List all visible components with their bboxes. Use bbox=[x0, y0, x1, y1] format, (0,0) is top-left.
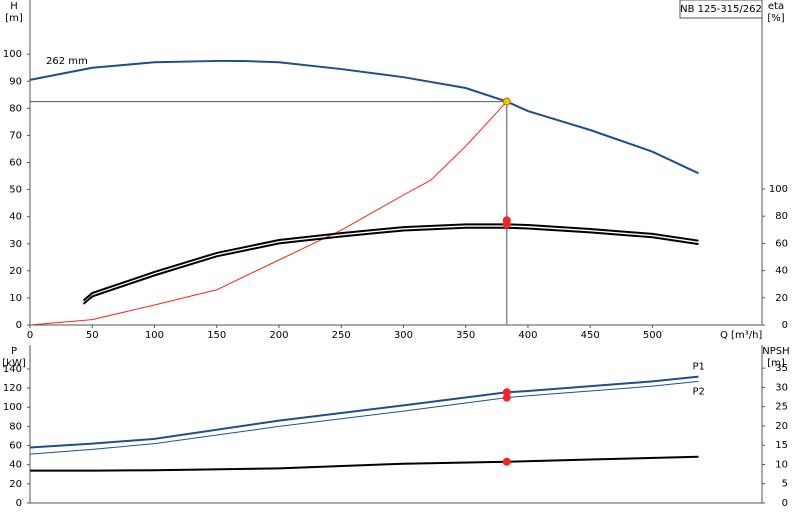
x-tick-label: 150 bbox=[207, 330, 226, 341]
y2-tick-label: 15 bbox=[775, 440, 788, 451]
y2-axis-label: NPSH bbox=[762, 346, 789, 357]
series-line bbox=[29, 101, 508, 326]
y2-tick-label: 80 bbox=[775, 211, 788, 222]
series-line bbox=[82, 226, 699, 305]
y-tick-label: 80 bbox=[9, 103, 22, 114]
y-tick-label: 100 bbox=[3, 49, 22, 60]
y2-tick-label: 20 bbox=[775, 293, 788, 304]
y2-axis-label: eta bbox=[768, 1, 784, 12]
curve-annotation: 262 mm bbox=[46, 56, 88, 67]
duty-point bbox=[502, 220, 511, 229]
x-axis-label: Q [m³/h] bbox=[720, 330, 762, 341]
x-tick-label: 400 bbox=[518, 330, 537, 341]
series-line bbox=[30, 455, 699, 472]
series-line bbox=[29, 375, 699, 449]
x-tick-label: 50 bbox=[86, 330, 99, 341]
y-tick-label: 60 bbox=[9, 158, 22, 169]
y-tick-label: 60 bbox=[9, 441, 22, 452]
series-label: P2 bbox=[693, 386, 705, 397]
y-tick-label: 80 bbox=[9, 421, 22, 432]
y-axis-label: H bbox=[10, 1, 18, 12]
y-tick-label: 90 bbox=[9, 76, 22, 87]
y-tick-label: 70 bbox=[9, 130, 22, 141]
x-tick-label: 500 bbox=[643, 330, 662, 341]
y-tick-label: 120 bbox=[3, 383, 22, 394]
y-tick-label: 20 bbox=[9, 266, 22, 277]
y2-axis-label: [m] bbox=[767, 358, 785, 369]
y2-tick-label: 30 bbox=[775, 382, 788, 393]
x-tick-label: 350 bbox=[456, 330, 475, 341]
y2-tick-label: 100 bbox=[769, 184, 788, 195]
y2-tick-label: 5 bbox=[782, 479, 788, 490]
y2-tick-label: 25 bbox=[775, 402, 788, 413]
y-axis-label: P bbox=[11, 346, 17, 357]
duty-point bbox=[502, 457, 511, 466]
y2-tick-label: 60 bbox=[775, 238, 788, 249]
y2-tick-label: 20 bbox=[775, 421, 788, 432]
x-tick-label: 300 bbox=[394, 330, 413, 341]
y2-axis-label: [%] bbox=[767, 13, 784, 24]
y-tick-label: 40 bbox=[9, 460, 22, 471]
x-tick-label: 450 bbox=[581, 330, 600, 341]
y-tick-label: 10 bbox=[9, 293, 22, 304]
x-tick-label: 100 bbox=[145, 330, 164, 341]
y-axis-label: [kW] bbox=[2, 358, 26, 369]
y2-tick-label: 35 bbox=[775, 363, 788, 374]
y2-tick-label: 0 bbox=[782, 498, 788, 509]
y-tick-label: 140 bbox=[3, 364, 22, 375]
series-line bbox=[29, 380, 699, 455]
x-tick-label: 250 bbox=[332, 330, 351, 341]
y-tick-label: 50 bbox=[9, 185, 22, 196]
y-tick-label: 0 bbox=[16, 498, 22, 509]
y-tick-label: 0 bbox=[16, 320, 22, 331]
x-tick-label: 0 bbox=[27, 330, 33, 341]
y2-tick-label: 40 bbox=[775, 266, 788, 277]
series-line bbox=[82, 223, 699, 302]
y-tick-label: 20 bbox=[9, 479, 22, 490]
y2-tick-label: 10 bbox=[775, 459, 788, 470]
y-tick-label: 40 bbox=[9, 212, 22, 223]
y2-tick-label: 0 bbox=[782, 320, 788, 331]
y-axis-label: [m] bbox=[5, 13, 23, 24]
chart-title: NB 125-315/262 bbox=[680, 4, 762, 15]
series-line bbox=[29, 59, 699, 175]
y-tick-label: 30 bbox=[9, 239, 22, 250]
series-label: P1 bbox=[693, 362, 705, 373]
duty-point bbox=[502, 97, 511, 106]
duty-point bbox=[502, 393, 511, 402]
x-tick-label: 200 bbox=[269, 330, 288, 341]
y-tick-label: 100 bbox=[3, 402, 22, 413]
